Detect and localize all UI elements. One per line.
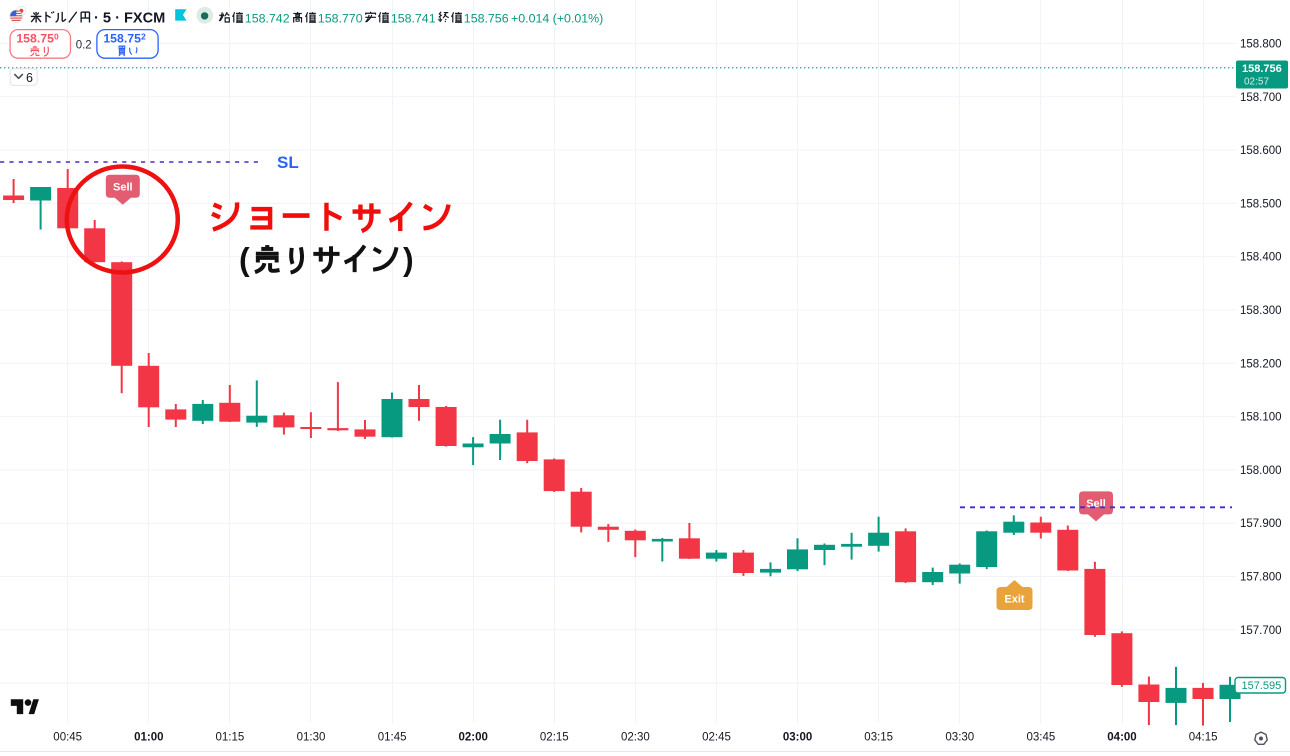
svg-text:02:30: 02:30 [621,732,650,744]
svg-text:01:45: 01:45 [378,732,407,744]
svg-text:Sell: Sell [113,181,133,193]
svg-text:158.300: 158.300 [1240,305,1282,317]
svg-text:03:30: 03:30 [945,732,974,744]
svg-text:02:45: 02:45 [702,732,731,744]
svg-text:0.2: 0.2 [76,39,92,51]
svg-text:01:30: 01:30 [297,732,326,744]
svg-text:158.770: 158.770 [318,11,363,25]
svg-text:158.100: 158.100 [1240,412,1282,424]
svg-text:158.600: 158.600 [1240,145,1282,157]
svg-text:158.741: 158.741 [391,11,436,25]
svg-text:01:15: 01:15 [216,732,245,744]
svg-text:6: 6 [26,71,33,85]
svg-text:01:00: 01:00 [134,732,163,744]
svg-text:158.200: 158.200 [1240,358,1282,370]
svg-text:03:00: 03:00 [783,732,812,744]
svg-text:158.756: 158.756 [1242,63,1282,75]
svg-text:157.700: 157.700 [1240,625,1282,637]
svg-text:158.500: 158.500 [1240,198,1282,210]
svg-text:02:15: 02:15 [540,732,569,744]
svg-text:02:00: 02:00 [458,732,487,744]
svg-text:03:15: 03:15 [864,732,893,744]
svg-text:02:57: 02:57 [1244,77,1269,88]
svg-text:158.742: 158.742 [245,11,290,25]
svg-text:158.000: 158.000 [1240,465,1282,477]
svg-text:158.400: 158.400 [1240,252,1282,264]
svg-text:SL: SL [277,153,299,172]
svg-text:+0.014 (+0.01%): +0.014 (+0.01%) [511,11,603,25]
svg-text:03:45: 03:45 [1027,732,1056,744]
svg-text:158.752: 158.752 [103,32,146,46]
svg-text:): ) [403,242,414,278]
svg-text:158.756: 158.756 [464,11,509,25]
svg-text:00:45: 00:45 [53,732,82,744]
svg-text:· 5 · FXCM: · 5 · FXCM [94,10,165,26]
svg-text:157.595: 157.595 [1242,680,1282,692]
svg-text:04:00: 04:00 [1107,732,1136,744]
svg-text:04:15: 04:15 [1189,732,1218,744]
svg-text:157.900: 157.900 [1240,518,1282,530]
svg-text:158.750: 158.750 [16,32,59,46]
svg-text:157.800: 157.800 [1240,572,1282,584]
svg-text:158.800: 158.800 [1240,39,1282,51]
svg-text:Exit: Exit [1004,594,1025,606]
svg-text:158.700: 158.700 [1240,92,1282,104]
svg-text:(: ( [239,242,250,278]
